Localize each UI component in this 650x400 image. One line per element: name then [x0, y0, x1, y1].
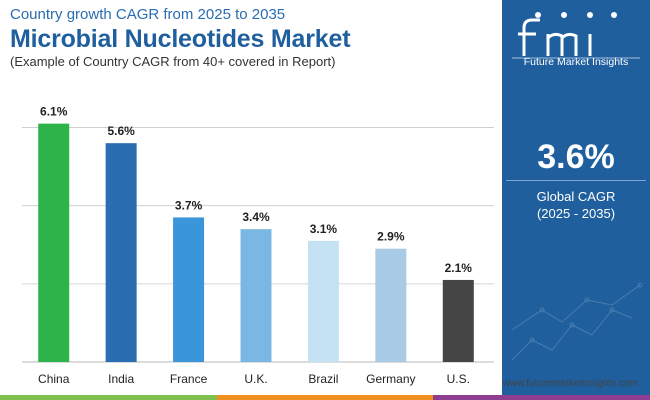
bottom-bar-segment [433, 395, 650, 400]
global-cagr-value: 3.6% [537, 138, 615, 176]
data-label: 3.7% [175, 198, 203, 212]
data-label: 2.1% [445, 261, 473, 275]
kpi-divider [506, 180, 646, 181]
chart-header: Country growth CAGR from 2025 to 2035 Mi… [10, 6, 490, 70]
data-label: 3.4% [242, 210, 270, 224]
bar-germany [375, 248, 407, 362]
fmi-logo [512, 12, 640, 59]
x-tick-label: Brazil [308, 372, 338, 386]
side-panel: Future Market Insights 3.6% Global CAGR … [502, 0, 650, 400]
x-tick-label: U.K. [244, 372, 267, 386]
chart-note: (Example of Country CAGR from 40+ covere… [10, 54, 336, 69]
data-label: 3.1% [310, 222, 338, 236]
bar-china [38, 123, 70, 362]
data-label: 5.6% [107, 124, 135, 138]
website-url[interactable]: www.futuremarketinsights.com [502, 378, 638, 389]
bar-india [105, 143, 137, 362]
panel-pattern [511, 282, 643, 361]
data-label: 2.9% [377, 230, 405, 244]
bar-us [442, 279, 474, 362]
bar-brazil [307, 240, 339, 362]
bar-chart: 6.1% China 5.6% India 3.7% France 3.4% U.K. 3.1%… [22, 105, 494, 386]
bar-uk [240, 229, 272, 362]
x-tick-label: India [108, 372, 134, 386]
bottom-color-bar [0, 395, 650, 400]
global-cagr-label: Global CAGR [536, 189, 616, 204]
bottom-bar-segment [216, 395, 434, 400]
bar-france [173, 217, 205, 362]
data-label: 6.1% [40, 105, 68, 119]
bottom-bar-segment [0, 395, 217, 400]
x-tick-label: China [38, 372, 70, 386]
global-cagr-period: (2025 - 2035) [536, 206, 616, 221]
logo-name: Future Market Insights [523, 56, 629, 68]
x-tick-label: Germany [366, 372, 415, 386]
chart-subtitle: Country growth CAGR from 2025 to 2035 [10, 6, 286, 23]
x-tick-label: France [170, 372, 208, 386]
chart-title: Microbial Nucleotides Market [10, 25, 351, 53]
x-tick-label: U.S. [447, 372, 470, 386]
